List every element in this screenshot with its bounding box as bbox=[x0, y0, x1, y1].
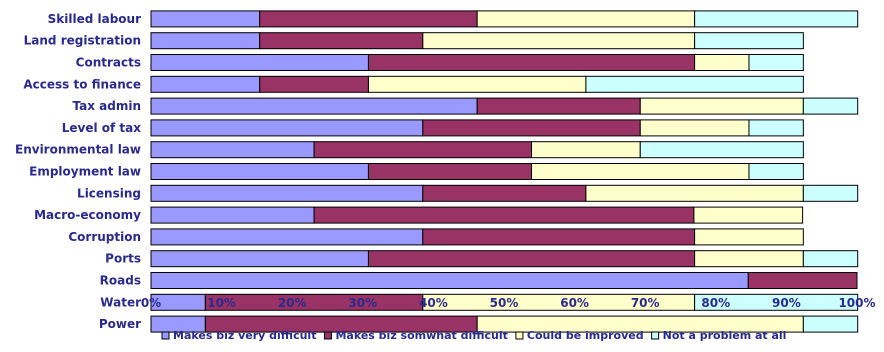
bar-segment bbox=[150, 119, 424, 137]
category-label: Macro-economy bbox=[34, 208, 141, 222]
bar-segment bbox=[150, 184, 424, 202]
bar-segment bbox=[802, 184, 859, 202]
legend-swatch bbox=[515, 331, 524, 340]
bar-segment bbox=[150, 206, 315, 224]
bar-segment bbox=[259, 75, 369, 93]
category-label: Contracts bbox=[76, 56, 141, 70]
bar-segment bbox=[150, 10, 261, 28]
x-tick-label: 50% bbox=[490, 296, 519, 310]
bar-segment bbox=[748, 163, 804, 180]
legend: Makes biz very difficult Makes biz somwha… bbox=[161, 329, 787, 342]
bar-segment bbox=[150, 141, 315, 159]
bar-segment bbox=[150, 32, 261, 50]
x-tick-label: 40% bbox=[419, 296, 448, 310]
x-tick-label: 90% bbox=[772, 296, 801, 310]
legend-label: Makes biz somwhat difficult bbox=[335, 329, 507, 342]
x-tick-label: 100% bbox=[838, 296, 875, 310]
bar-segment bbox=[367, 54, 696, 71]
legend-label: Could be improved bbox=[527, 329, 644, 342]
bar-segment bbox=[748, 54, 804, 71]
legend-swatch bbox=[323, 331, 332, 340]
bar-segment bbox=[150, 228, 424, 246]
legend-label: Makes biz very difficult bbox=[173, 329, 316, 342]
bar-segment bbox=[367, 75, 587, 93]
category-label: Access to finance bbox=[23, 77, 141, 91]
x-tick-label: 10% bbox=[207, 296, 236, 310]
x-axis-ticks: 0% 10% 20% 30% 40% 50% 60% 70% 80% 90% 100% bbox=[141, 296, 876, 310]
legend-label: Not a problem at all bbox=[663, 329, 787, 342]
bar-segment bbox=[531, 141, 641, 159]
bar-segment bbox=[422, 32, 696, 50]
legend-swatch bbox=[651, 331, 660, 340]
bar-segment bbox=[639, 141, 804, 159]
bar-segment bbox=[422, 119, 641, 137]
bar-segment bbox=[802, 315, 859, 333]
bar-segment bbox=[313, 206, 695, 224]
bar-segment bbox=[585, 75, 804, 93]
category-label: Power bbox=[99, 317, 141, 331]
bar-segment bbox=[694, 10, 859, 28]
bar-segment bbox=[585, 184, 804, 202]
legend-swatch bbox=[161, 331, 170, 340]
bar-segment bbox=[422, 228, 696, 246]
category-labels: Skilled labour Land registration Contracts… bbox=[15, 12, 141, 331]
bar-segment bbox=[367, 250, 696, 268]
bar-segment bbox=[204, 293, 424, 311]
bar-segment bbox=[639, 97, 804, 115]
bar-segment bbox=[802, 250, 859, 268]
x-tick-label: 60% bbox=[560, 296, 589, 310]
bar-segment bbox=[367, 163, 533, 180]
bar-segment bbox=[313, 141, 533, 159]
bar-segment bbox=[150, 75, 261, 93]
category-label: Tax admin bbox=[72, 99, 141, 113]
bar-segment bbox=[694, 32, 804, 50]
category-label: Licensing bbox=[77, 186, 141, 200]
bar-segment bbox=[694, 293, 859, 311]
bar-segment bbox=[802, 97, 859, 115]
bar-segment bbox=[259, 10, 478, 28]
category-label: Ports bbox=[105, 252, 141, 266]
x-tick-label: 70% bbox=[631, 296, 660, 310]
bar-segment bbox=[259, 32, 424, 50]
bar-segment bbox=[476, 97, 641, 115]
bar-segment bbox=[422, 184, 587, 202]
bar-segment bbox=[694, 250, 804, 268]
category-label: Level of tax bbox=[62, 121, 142, 135]
bar-segment bbox=[747, 272, 858, 289]
x-tick-label: 0% bbox=[141, 296, 161, 310]
bar-segment bbox=[150, 97, 478, 115]
bar-segment bbox=[476, 10, 696, 28]
bar-segment bbox=[694, 228, 804, 246]
x-tick-label: 80% bbox=[701, 296, 730, 310]
x-tick-label: 20% bbox=[278, 296, 307, 310]
category-label: Land registration bbox=[24, 34, 141, 48]
bar-segment bbox=[748, 119, 804, 137]
bar-segment bbox=[150, 163, 369, 180]
category-label: Water bbox=[100, 295, 141, 309]
bar-segment bbox=[639, 119, 750, 137]
category-label: Roads bbox=[100, 274, 141, 288]
bar-segment bbox=[150, 250, 369, 268]
category-label: Corruption bbox=[68, 230, 141, 244]
bar-segment bbox=[150, 54, 369, 71]
bar-segment bbox=[150, 272, 749, 289]
bar-segment bbox=[531, 163, 750, 180]
x-tick-label: 30% bbox=[348, 296, 377, 310]
category-label: Environmental law bbox=[15, 143, 141, 157]
category-label: Employment law bbox=[29, 165, 141, 179]
bars-group bbox=[150, 10, 859, 333]
bar-segment bbox=[693, 206, 804, 224]
bar-segment bbox=[694, 54, 750, 71]
category-label: Skilled labour bbox=[48, 12, 141, 26]
